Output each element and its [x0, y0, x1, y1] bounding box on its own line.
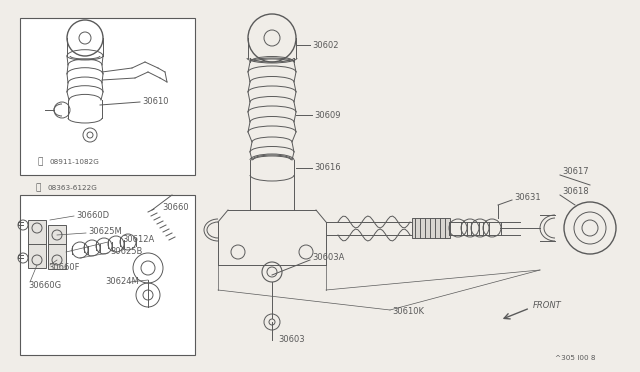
Text: 30609: 30609	[314, 110, 340, 119]
Text: 30660F: 30660F	[48, 263, 79, 273]
Text: 30603A: 30603A	[312, 253, 344, 263]
Text: 08363-6122G: 08363-6122G	[48, 185, 98, 191]
Text: Ⓢ: Ⓢ	[35, 183, 40, 192]
Text: 30617: 30617	[562, 167, 589, 176]
Text: 30660: 30660	[162, 202, 189, 212]
Bar	[28, 220, 46, 268]
FancyBboxPatch shape	[20, 18, 195, 175]
Bar	[412, 218, 450, 238]
Text: 30616: 30616	[314, 164, 340, 173]
Text: 30624M: 30624M	[105, 278, 139, 286]
Text: 30610: 30610	[142, 97, 168, 106]
Text: 30612A: 30612A	[122, 235, 154, 244]
Bar	[48, 225, 66, 269]
Text: ^305 I00 8: ^305 I00 8	[555, 355, 595, 361]
Text: 30660D: 30660D	[76, 211, 109, 219]
Text: 30602: 30602	[312, 41, 339, 49]
Text: 30625B: 30625B	[110, 247, 142, 257]
Text: 30625M: 30625M	[88, 228, 122, 237]
Text: 30660G: 30660G	[28, 280, 61, 289]
Text: FRONT: FRONT	[533, 301, 562, 310]
FancyBboxPatch shape	[20, 195, 195, 355]
Text: Ⓝ: Ⓝ	[38, 157, 44, 167]
Text: 08911-1082G: 08911-1082G	[50, 159, 100, 165]
Text: 30618: 30618	[562, 187, 589, 196]
Text: 30603: 30603	[278, 336, 305, 344]
Text: 30610K: 30610K	[392, 308, 424, 317]
Text: 30631: 30631	[514, 193, 541, 202]
